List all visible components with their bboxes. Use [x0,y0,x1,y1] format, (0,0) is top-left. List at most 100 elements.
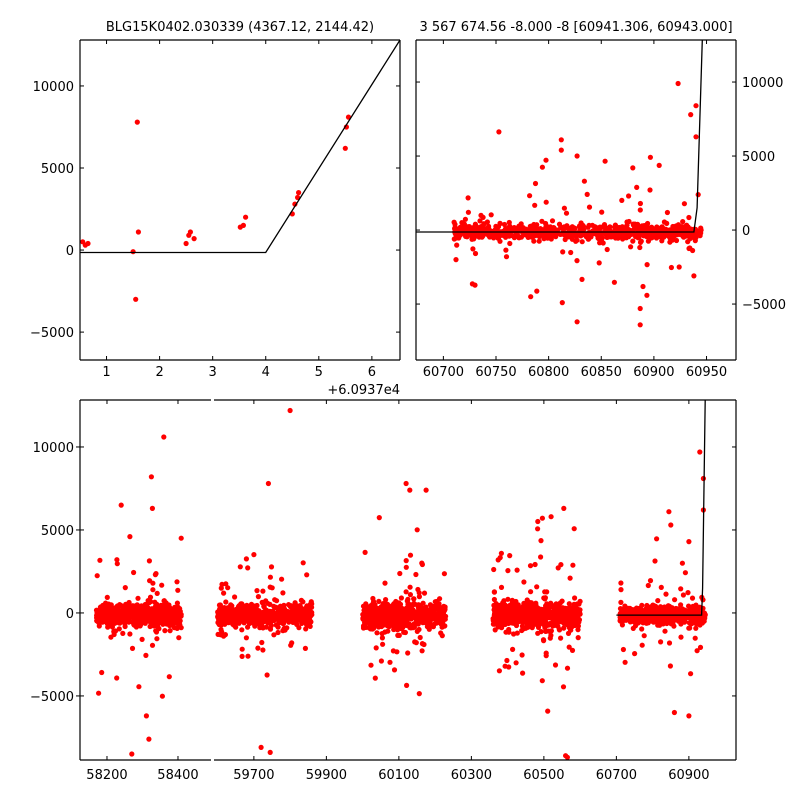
data-point [158,602,164,608]
data-point [637,305,643,312]
data-point [434,619,440,625]
data-point [441,616,447,622]
data-point [398,608,404,614]
data-point [260,588,266,594]
data-point [678,621,684,627]
data-point [576,607,582,613]
data-point [240,222,246,228]
data-point [693,625,699,631]
data-point [143,713,149,719]
data-point [570,562,576,568]
data-point [650,602,656,608]
data-point [129,619,135,625]
data-point [602,158,608,164]
data-point [497,238,503,244]
data-point [611,279,618,285]
data-point [133,296,139,302]
data-point [571,526,577,532]
data-point [693,103,699,109]
data-point [477,218,483,224]
data-point [223,581,229,587]
data-point [647,187,653,193]
ytick-label: 0 [66,607,74,622]
xtick-label: 60950 [686,365,727,380]
data-point [149,642,156,648]
data-point [559,231,566,237]
data-point [558,635,564,641]
xtick-label: 58200 [86,768,127,783]
data-point [507,240,513,247]
data-point [652,558,658,564]
plot-area-2 [215,400,708,760]
data-point [562,236,568,243]
data-point [453,257,459,263]
data-point [156,609,162,616]
data-point [632,651,638,657]
data-point [645,604,651,610]
data-point [667,608,673,615]
data-point [673,607,680,613]
data-point [535,526,541,532]
data-point [560,684,567,690]
data-point [618,580,624,586]
data-point [407,584,413,590]
data-point [621,233,627,239]
data-point [657,604,664,610]
data-point [147,623,153,630]
data-point [666,617,672,623]
data-point [173,616,179,622]
data-point [360,611,366,618]
data-point [498,584,505,591]
data-point [174,600,180,606]
data-point [465,195,471,201]
data-point [302,645,308,652]
ytick-label: 0 [742,224,750,239]
data-point [655,622,661,628]
data-point [274,598,280,604]
data-point [538,538,544,544]
data-point [160,608,166,614]
data-point [286,619,292,625]
data-point [160,619,166,625]
data-point [499,625,505,631]
data-point [374,630,380,636]
data-point [672,597,678,603]
data-point [474,224,480,230]
data-point [502,663,508,669]
data-point [553,601,559,607]
data-point [513,660,519,666]
ytick-label: 10000 [33,80,74,95]
data-point [532,180,539,187]
data-point [637,239,644,245]
data-point [114,561,120,567]
data-point [570,614,576,621]
data-point [435,603,441,609]
data-point [411,621,417,627]
data-point [507,606,513,612]
data-point [116,618,122,624]
data-point [630,165,636,171]
data-point [403,558,409,564]
data-point [96,690,102,696]
data-point [519,627,525,634]
data-point [560,249,566,255]
data-point [694,648,700,654]
data-point [176,635,182,641]
data-point [639,626,645,632]
data-point [304,608,310,614]
data-point [558,147,564,153]
data-point [362,549,368,556]
data-point [503,629,509,635]
data-point [149,612,155,618]
data-point [372,675,378,681]
data-point [98,615,104,622]
data-point [667,663,674,669]
data-point [574,319,580,325]
data-point [574,153,580,159]
data-point [505,620,511,626]
data-point [495,224,502,230]
data-point [224,618,230,624]
ytick-label: −5000 [30,326,74,341]
data-point [572,595,578,601]
data-point [378,658,384,664]
